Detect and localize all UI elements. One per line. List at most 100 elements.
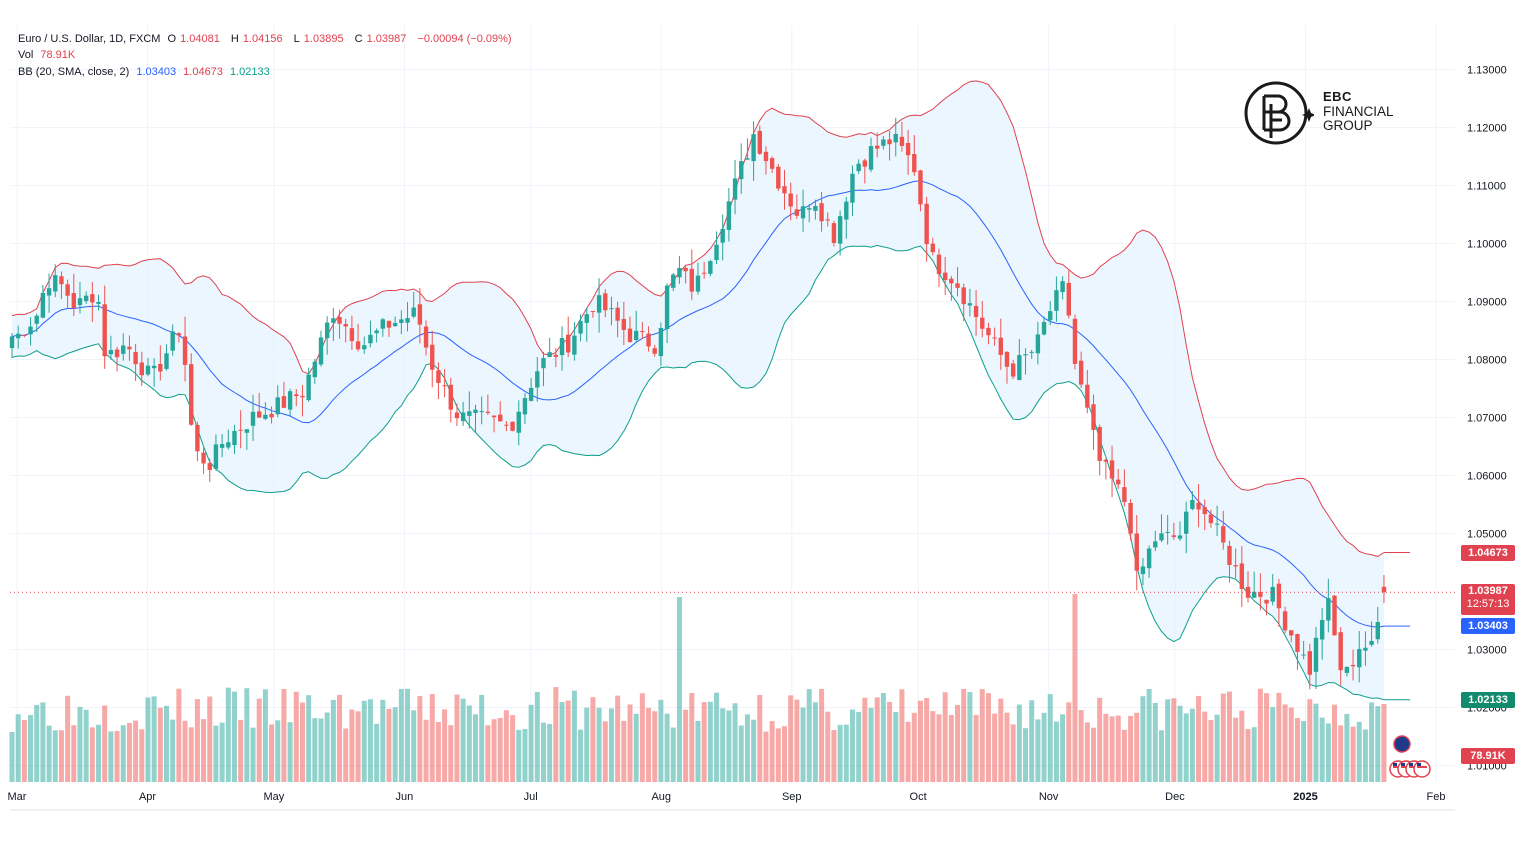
volume-bar <box>911 712 917 782</box>
candle-body <box>603 293 608 311</box>
low-label: L <box>293 33 300 45</box>
candle-body <box>955 283 960 288</box>
volume-bar <box>1060 714 1066 782</box>
candle-body <box>9 336 15 349</box>
candle-body <box>1048 311 1053 321</box>
volume-bar <box>1313 703 1319 782</box>
candle-body <box>362 345 367 350</box>
candle-body <box>300 395 305 398</box>
candle-body <box>1072 318 1078 364</box>
volume-bar <box>473 714 478 782</box>
volume-bar <box>930 711 936 782</box>
y-tick-label: 1.11000 <box>1467 181 1506 193</box>
y-tick-label: 1.03000 <box>1467 645 1507 657</box>
candle-body <box>708 261 713 274</box>
candle-body <box>158 364 163 372</box>
volume-bar <box>1202 711 1208 782</box>
volume-bar <box>34 705 40 782</box>
volume-bar <box>1177 705 1183 782</box>
candle-body <box>677 267 682 278</box>
volume-bar <box>627 704 633 782</box>
volume-bar <box>1245 728 1251 782</box>
candle-body <box>355 341 361 350</box>
candle-body <box>1264 599 1269 604</box>
candle-body <box>1251 591 1257 598</box>
candle-body <box>1146 548 1152 569</box>
volume-bar <box>250 727 256 782</box>
candle-body <box>244 429 250 433</box>
volume-bar <box>46 725 52 782</box>
bar-countdown: 12:57:13 <box>1466 598 1510 610</box>
candle-body <box>671 274 676 288</box>
candle-body <box>541 358 546 369</box>
eu-event-icon[interactable] <box>1393 735 1411 753</box>
volume-bar <box>58 730 64 782</box>
volume-bar <box>794 699 800 782</box>
x-tick-label: Jul <box>524 791 538 803</box>
candle-body <box>1357 649 1362 668</box>
volume-bar <box>689 693 695 782</box>
candle-body <box>1289 630 1294 636</box>
volume-bar <box>1270 707 1276 782</box>
volume-bar <box>899 689 905 782</box>
volume-bar <box>1239 710 1245 782</box>
volume-bar <box>96 724 102 782</box>
candle-body <box>850 173 855 203</box>
candle-body <box>108 350 114 355</box>
volume-bar <box>503 710 509 782</box>
candle-body <box>207 462 212 470</box>
candle-body <box>164 353 169 369</box>
candle-body <box>596 295 602 313</box>
volume-bar <box>1010 724 1016 782</box>
bb-upper-value: 1.04673 <box>183 66 223 78</box>
close-label: C <box>354 33 363 45</box>
us-flag-canton <box>1393 763 1397 766</box>
low-value: 1.03895 <box>303 33 344 45</box>
candle-body <box>652 348 657 354</box>
us-flag-canton <box>1401 763 1405 766</box>
volume-bar <box>349 709 355 782</box>
volume-bar <box>979 689 985 782</box>
y-tick-label: 1.07000 <box>1467 413 1507 425</box>
volume-bar <box>1023 728 1029 782</box>
x-tick-label: Oct <box>910 791 927 803</box>
candle-body <box>640 331 645 333</box>
volume-bar <box>1078 710 1084 782</box>
candle-body <box>695 275 701 292</box>
candle-body <box>615 307 620 321</box>
volume-bar <box>849 709 855 782</box>
candle-body <box>1245 586 1251 598</box>
candle-body <box>918 170 923 205</box>
us-flag-canton <box>1417 763 1421 766</box>
volume-bar <box>973 714 979 782</box>
volume-bar <box>893 711 899 782</box>
volume-bar <box>639 693 645 782</box>
us-event-icon[interactable] <box>1413 760 1431 778</box>
volume-bar <box>466 705 472 782</box>
open-value: 1.04081 <box>180 33 220 45</box>
volume-bar <box>182 720 188 782</box>
candle-body <box>15 333 21 339</box>
volume-bar <box>28 715 34 782</box>
candle-body <box>454 412 460 419</box>
bb-label: BB (20, SMA, close, 2) <box>18 66 130 78</box>
high-label: H <box>230 33 239 45</box>
volume-bar <box>905 721 911 782</box>
candle-body <box>498 414 503 422</box>
volume-bar <box>1288 707 1294 782</box>
candle-body <box>510 421 515 431</box>
volume-bar <box>1029 700 1035 782</box>
volume-bar <box>1115 715 1121 782</box>
candle-body <box>769 158 775 169</box>
volume-bar <box>1016 704 1022 782</box>
ebc-logo: EBC FINANCIAL GROUP <box>1244 80 1414 146</box>
candle-body <box>800 206 806 219</box>
volume-bar <box>843 724 849 782</box>
volume-bar <box>967 692 973 782</box>
volume-bar <box>1294 718 1300 782</box>
candle-body <box>819 203 824 222</box>
candle-body <box>1091 404 1096 430</box>
candle-body <box>522 398 528 415</box>
candle-body <box>992 337 997 339</box>
